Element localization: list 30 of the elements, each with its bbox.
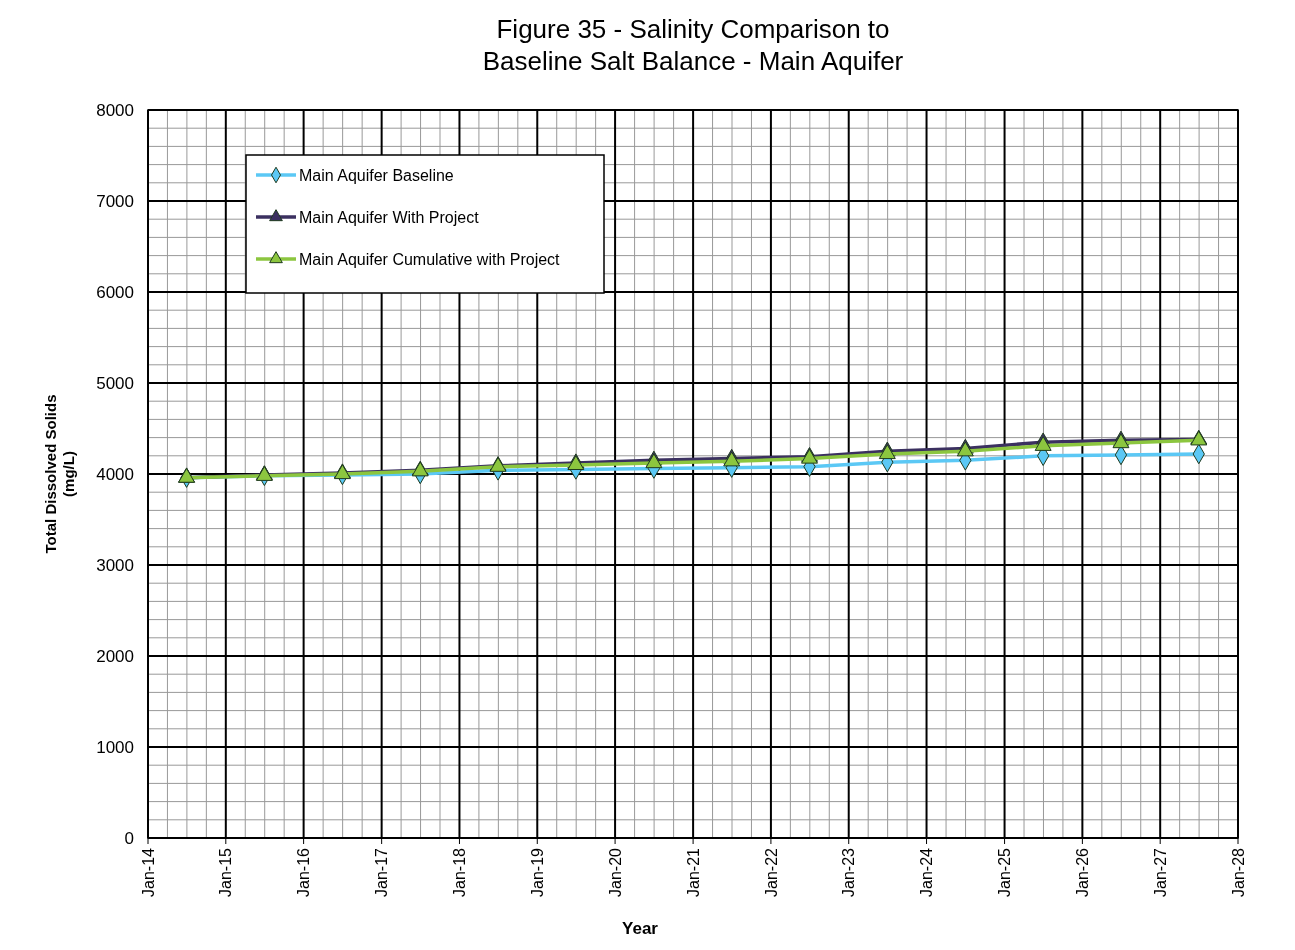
- x-tick-label: Jan-14: [139, 847, 157, 897]
- x-tick-label: Jan-23: [840, 847, 858, 897]
- legend-label: Main Aquifer Cumulative with Project: [299, 250, 561, 268]
- x-tick-label: Jan-18: [451, 847, 469, 897]
- x-tick-label: Jan-26: [1073, 847, 1091, 897]
- y-tick-label: 3000: [96, 555, 134, 575]
- x-tick-label: Jan-22: [762, 847, 780, 897]
- x-tick-label: Jan-21: [684, 847, 702, 897]
- x-tick-label: Jan-24: [918, 847, 936, 897]
- y-tick-label: 5000: [96, 373, 134, 393]
- x-tick-label: Jan-27: [1151, 847, 1169, 897]
- x-tick-label: Jan-15: [217, 847, 235, 897]
- y-tick-label: 1000: [96, 737, 134, 757]
- y-tick-label: 6000: [96, 282, 134, 302]
- x-tick-label: Jan-19: [528, 847, 546, 897]
- y-tick-label: 8000: [96, 100, 134, 120]
- legend-label: Main Aquifer With Project: [299, 208, 480, 226]
- y-tick-label: 4000: [96, 464, 134, 484]
- x-tick-label: Jan-25: [996, 847, 1014, 897]
- y-tick-label: 2000: [96, 646, 134, 666]
- chart-title: Figure 35 - Salinity Comparison to Baseline Salt Balance - Main Aquifer: [482, 14, 904, 76]
- y-tick-label: 0: [124, 828, 134, 848]
- x-tick-label: Jan-17: [373, 847, 391, 897]
- x-axis-title: Year: [622, 919, 659, 938]
- y-axis-title: Total Dissolved Solids (mg/L): [42, 394, 77, 554]
- legend-label: Main Aquifer Baseline: [299, 166, 454, 184]
- x-tick-label: Jan-16: [295, 847, 313, 897]
- x-tick-label: Jan-20: [606, 847, 624, 897]
- x-tick-label: Jan-28: [1229, 847, 1247, 897]
- y-tick-label: 7000: [96, 191, 134, 211]
